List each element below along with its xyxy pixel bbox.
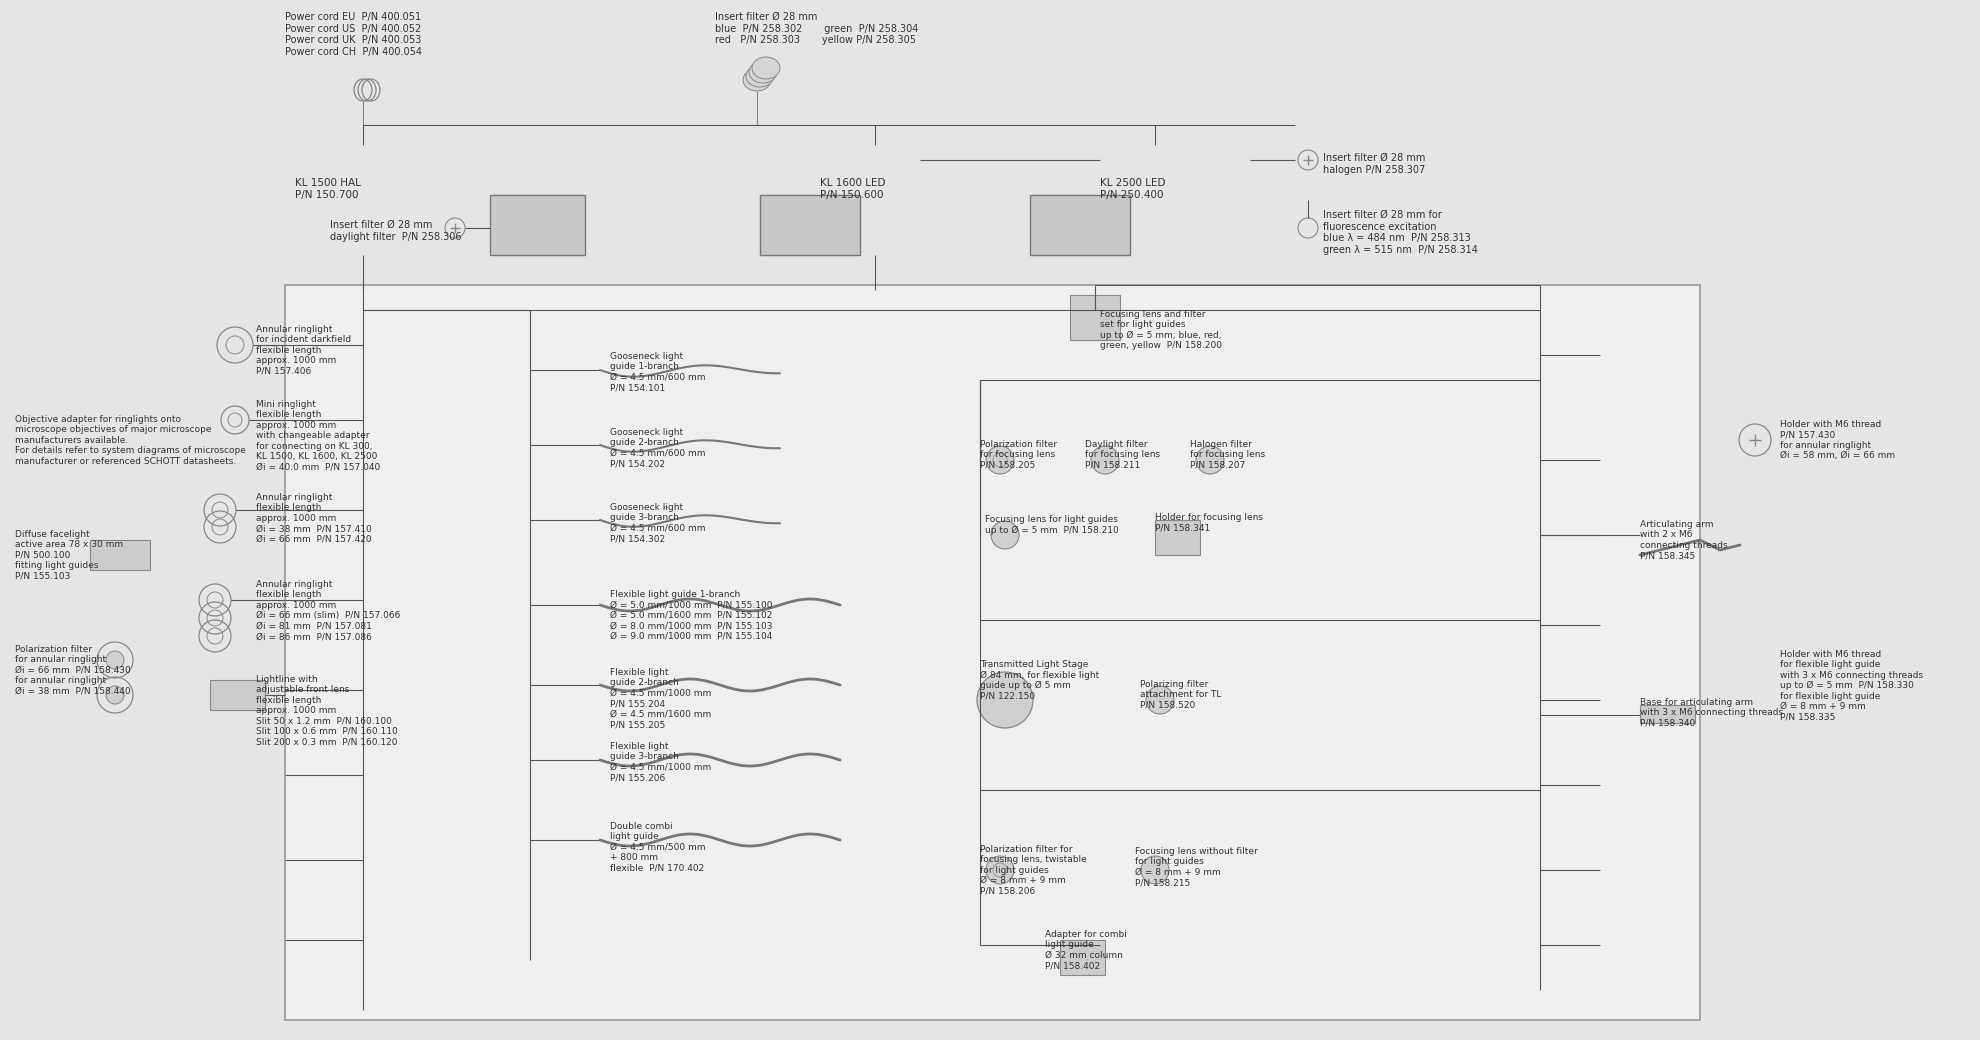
Circle shape (1196, 446, 1224, 474)
Bar (1059, 940, 1105, 976)
Circle shape (976, 672, 1034, 728)
Text: Annular ringlight
for incident darkfield
flexible length
approx. 1000 mm
P/N 157: Annular ringlight for incident darkfield… (255, 324, 350, 375)
Circle shape (107, 651, 125, 669)
Text: Holder for focusing lens
P/N 158.341: Holder for focusing lens P/N 158.341 (1154, 513, 1263, 532)
Text: Holder with M6 thread
for flexible light guide
with 3 x M6 connecting threads
up: Holder with M6 thread for flexible light… (1780, 650, 1923, 722)
Bar (1639, 705, 1695, 723)
Text: KL 2500 LED
P/N 250.400: KL 2500 LED P/N 250.400 (1101, 178, 1166, 200)
Circle shape (1140, 856, 1168, 884)
Bar (1154, 520, 1200, 555)
Bar (760, 196, 859, 255)
Ellipse shape (746, 64, 774, 87)
Text: Polarization filter for
focusing lens, twistable
for light guides
Ø = 8 mm + 9 m: Polarization filter for focusing lens, t… (980, 844, 1087, 895)
Text: Articulating arm
with 2 x M6
connecting threads
P/N 158.345: Articulating arm with 2 x M6 connecting … (1639, 520, 1729, 561)
Bar (1030, 196, 1131, 255)
Text: Insert filter Ø 28 mm
halogen P/N 258.307: Insert filter Ø 28 mm halogen P/N 258.30… (1323, 153, 1426, 175)
Text: Adapter for combi
light guide
Ø 32 mm column
P/N 158.402: Adapter for combi light guide Ø 32 mm co… (1045, 930, 1127, 970)
Ellipse shape (752, 57, 780, 79)
Bar (89, 540, 150, 570)
Text: Focusing lens for light guides
up to Ø = 5 mm  P/N 158.210: Focusing lens for light guides up to Ø =… (984, 515, 1119, 535)
Text: Flexible light
guide 3-branch
Ø = 4.5 mm/1000 mm
P/N 155.206: Flexible light guide 3-branch Ø = 4.5 mm… (610, 742, 711, 782)
Circle shape (986, 856, 1014, 884)
Text: Holder with M6 thread
P/N 157.430
for annular ringlight
Øi = 58 mm, Øi = 66 mm: Holder with M6 thread P/N 157.430 for an… (1780, 420, 1895, 460)
Text: Insert filter Ø 28 mm
daylight filter  P/N 258.306: Insert filter Ø 28 mm daylight filter P/… (331, 220, 461, 241)
Circle shape (1091, 446, 1119, 474)
Text: Lightline with
adjustable front lens
flexible length
approx. 1000 mm
Slit 50 x 1: Lightline with adjustable front lens fle… (255, 675, 398, 747)
Bar (285, 285, 1701, 1020)
Text: Gooseneck light
guide 3-branch
Ø = 4.5 mm/600 mm
P/N 154.302: Gooseneck light guide 3-branch Ø = 4.5 m… (610, 503, 705, 543)
Text: Flexible light guide 1-branch
Ø = 5.0 mm/1000 mm  P/N 155.100
Ø = 5.0 mm/1600 mm: Flexible light guide 1-branch Ø = 5.0 mm… (610, 590, 772, 641)
Text: Mini ringlight
flexible length
approx. 1000 mm
with changeable adapter
for conne: Mini ringlight flexible length approx. 1… (255, 400, 380, 471)
Text: Double combi
light guide
Ø = 4.5 mm/500 mm
+ 800 mm
flexible  P/N 170.402: Double combi light guide Ø = 4.5 mm/500 … (610, 822, 705, 873)
Text: Annular ringlight
flexible length
approx. 1000 mm
Øi = 38 mm  P/N 157.410
Øi = 6: Annular ringlight flexible length approx… (255, 493, 372, 544)
Text: Polarization filter
for focusing lens
P/N 158.205: Polarization filter for focusing lens P/… (980, 440, 1057, 470)
Text: Annular ringlight
flexible length
approx. 1000 mm
Øi = 66 mm (slim)  P/N 157.066: Annular ringlight flexible length approx… (255, 580, 400, 641)
Text: Focusing lens without filter
for light guides
Ø = 8 mm + 9 mm
P/N 158.215: Focusing lens without filter for light g… (1135, 847, 1257, 887)
Text: KL 1500 HAL
P/N 150.700: KL 1500 HAL P/N 150.700 (295, 178, 360, 200)
Bar (210, 680, 265, 710)
Text: Polarization filter
for annular ringlight
Øi = 66 mm  P/N 158.430
for annular ri: Polarization filter for annular ringligh… (16, 645, 131, 696)
Text: Gooseneck light
guide 1-branch
Ø = 4.5 mm/600 mm
P/N 154.101: Gooseneck light guide 1-branch Ø = 4.5 m… (610, 352, 705, 392)
Bar (489, 196, 584, 255)
Circle shape (986, 446, 1014, 474)
Text: Focusing lens and filter
set for light guides
up to Ø = 5 mm; blue, red,
green, : Focusing lens and filter set for light g… (1101, 310, 1222, 350)
Text: KL 1600 LED
P/N 150.600: KL 1600 LED P/N 150.600 (820, 178, 885, 200)
Text: Power cord EU  P/N 400.051
Power cord US  P/N 400.052
Power cord UK  P/N 400.053: Power cord EU P/N 400.051 Power cord US … (285, 12, 422, 57)
Bar (1069, 295, 1121, 340)
Text: Transmitted Light Stage
Ø 84 mm, for flexible light
guide up to Ø 5 mm
P/N 122.1: Transmitted Light Stage Ø 84 mm, for fle… (980, 660, 1099, 701)
Circle shape (992, 521, 1020, 549)
Circle shape (107, 686, 125, 704)
Text: Daylight filter
for focusing lens
P/N 158.211: Daylight filter for focusing lens P/N 15… (1085, 440, 1160, 470)
Text: Halogen filter
for focusing lens
P/N 158.207: Halogen filter for focusing lens P/N 158… (1190, 440, 1265, 470)
Text: Base for articulating arm
with 3 x M6 connecting threads
P/N 158.340: Base for articulating arm with 3 x M6 co… (1639, 698, 1784, 728)
Text: Gooseneck light
guide 2-branch
Ø = 4.5 mm/600 mm
P/N 154.202: Gooseneck light guide 2-branch Ø = 4.5 m… (610, 428, 705, 468)
Text: Insert filter Ø 28 mm for
fluorescence excitation
blue λ = 484 nm  P/N 258.313
g: Insert filter Ø 28 mm for fluorescence e… (1323, 210, 1477, 255)
Text: Objective adapter for ringlights onto
microscope objectives of major microscope
: Objective adapter for ringlights onto mi… (16, 415, 246, 466)
Text: Polarizing filter
attachment for TL
P/N 158.520: Polarizing filter attachment for TL P/N … (1140, 680, 1222, 709)
Text: Insert filter Ø 28 mm
blue  P/N 258.302       green  P/N 258.304
red   P/N 258.3: Insert filter Ø 28 mm blue P/N 258.302 g… (715, 12, 919, 45)
Ellipse shape (742, 69, 770, 90)
Ellipse shape (748, 61, 776, 83)
Text: Diffuse facelight
active area 78 x 30 mm
P/N 500.100
fitting light guides
P/N 15: Diffuse facelight active area 78 x 30 mm… (16, 530, 123, 580)
Circle shape (1146, 686, 1174, 714)
Text: Flexible light
guide 2-branch
Ø = 4.5 mm/1000 mm
P/N 155.204
Ø = 4.5 mm/1600 mm
: Flexible light guide 2-branch Ø = 4.5 mm… (610, 668, 711, 729)
